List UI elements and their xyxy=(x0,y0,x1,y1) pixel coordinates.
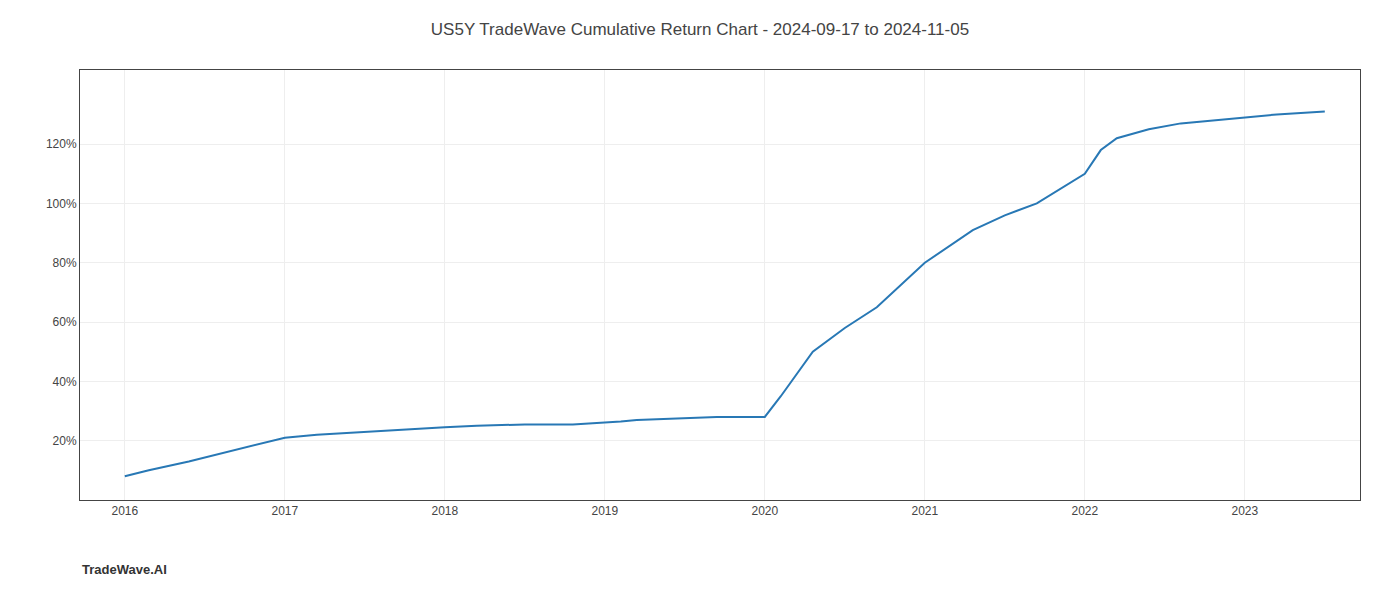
svg-text:US5Y TradeWave Cumulative Retu: US5Y TradeWave Cumulative Return Chart -… xyxy=(431,20,969,39)
svg-text:2021: 2021 xyxy=(911,504,938,518)
svg-text:2017: 2017 xyxy=(271,504,298,518)
svg-text:40%: 40% xyxy=(53,375,77,389)
svg-text:20%: 20% xyxy=(53,434,77,448)
svg-text:2022: 2022 xyxy=(1071,504,1098,518)
svg-text:2019: 2019 xyxy=(591,504,618,518)
svg-text:60%: 60% xyxy=(53,315,77,329)
svg-text:TradeWave.AI: TradeWave.AI xyxy=(82,562,167,577)
svg-text:100%: 100% xyxy=(46,197,77,211)
svg-text:2023: 2023 xyxy=(1231,504,1258,518)
svg-text:2016: 2016 xyxy=(111,504,138,518)
svg-text:2018: 2018 xyxy=(431,504,458,518)
svg-text:120%: 120% xyxy=(46,137,77,151)
svg-text:2020: 2020 xyxy=(751,504,778,518)
svg-text:80%: 80% xyxy=(53,256,77,270)
